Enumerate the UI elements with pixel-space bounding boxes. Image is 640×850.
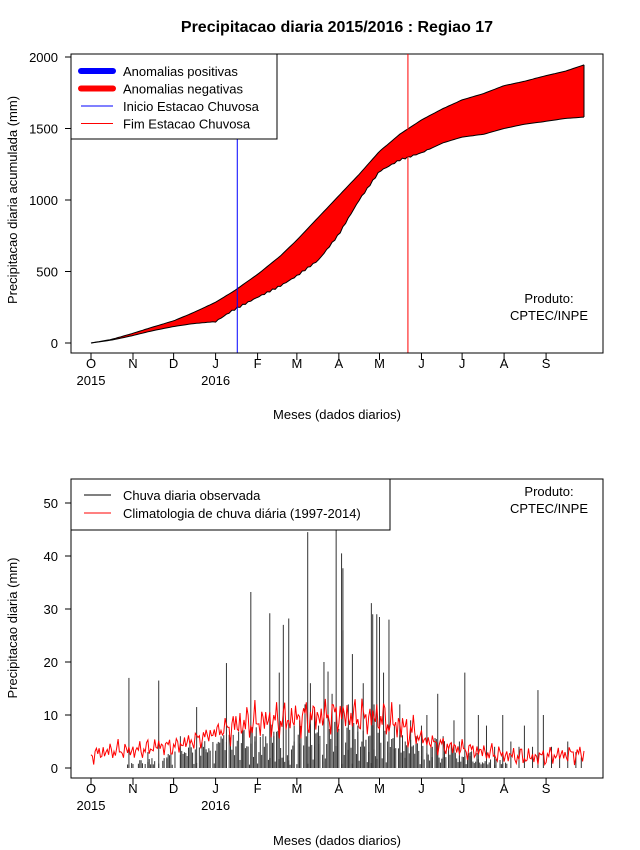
legend: Anomalias positivas Anomalias negativas … <box>70 53 278 140</box>
x-tick-label: J <box>459 356 466 371</box>
y-tick-label: 500 <box>36 265 58 280</box>
daily-precip-chart: 0 10 20 30 40 50 O N D J F M A M J J A S 2015 2016 Meses (… <box>5 478 604 848</box>
y-axis-label-2: Precipitacao diaria (mm) <box>5 558 20 699</box>
legend-box-2 <box>70 478 391 531</box>
year-label: 2016 <box>201 373 230 388</box>
anomaly-area <box>90 64 585 344</box>
x-tick-label: A <box>500 356 509 371</box>
legend-label-start: Inicio Estacao Chuvosa <box>123 99 260 114</box>
legend-label-positive: Anomalias positivas <box>123 64 238 79</box>
x-tick-label: N <box>128 781 137 796</box>
y-tick-label: 0 <box>51 336 58 351</box>
x-tick-label: A <box>335 781 344 796</box>
observed-bars <box>127 518 582 768</box>
annotation-produto: Produto: <box>524 291 573 306</box>
annotation-produto-2: Produto: <box>524 484 573 499</box>
year-label: 2016 <box>201 798 230 813</box>
legend-label-climatology: Climatologia de chuva diária (1997-2014) <box>123 506 361 521</box>
y-tick-label: 20 <box>44 655 58 670</box>
x-tick-label: S <box>542 781 551 796</box>
x-axis: O N D J F M A M J J A S 2015 2016 <box>77 352 551 388</box>
x-tick-label: O <box>86 781 96 796</box>
legend-label-end: Fim Estacao Chuvosa <box>123 117 251 132</box>
y-axis-label: Precipitacao diaria acumulada (mm) <box>5 96 20 304</box>
y-tick-label: 1500 <box>29 122 58 137</box>
cumulative-precip-chart: Precipitacao diaria 2015/2016 : Regiao 1… <box>5 19 604 422</box>
x-axis-2: O N D J F M A M J J A S 2015 2016 <box>77 777 551 813</box>
y-tick-label: 40 <box>44 549 58 564</box>
annotation-source-2: CPTEC/INPE <box>510 501 588 516</box>
x-tick-label: D <box>169 356 178 371</box>
annotation-source: CPTEC/INPE <box>510 308 588 323</box>
x-tick-label: J <box>212 356 219 371</box>
x-tick-label: D <box>169 781 178 796</box>
year-label: 2015 <box>77 373 106 388</box>
x-tick-label: J <box>459 781 466 796</box>
legend-label-negative: Anomalias negativas <box>123 82 243 97</box>
x-axis-label-2: Meses (dados diarios) <box>273 833 401 848</box>
y-tick-label: 2000 <box>29 50 58 65</box>
x-tick-label: J <box>212 781 219 796</box>
y-tick-label: 10 <box>44 708 58 723</box>
x-tick-label: J <box>418 781 425 796</box>
x-tick-label: N <box>128 356 137 371</box>
x-tick-label: M <box>291 781 302 796</box>
x-tick-label: M <box>374 356 385 371</box>
y-tick-label: 0 <box>51 761 58 776</box>
legend-label-observed: Chuva diaria observada <box>123 488 261 503</box>
x-tick-label: A <box>335 356 344 371</box>
climatology-cumulative-line <box>90 64 585 344</box>
y-axis: 0 500 1000 1500 2000 <box>29 50 72 351</box>
legend-2: Chuva diaria observada Climatologia de c… <box>70 478 391 531</box>
climatology-daily-line <box>90 698 585 767</box>
y-tick-label: 50 <box>44 496 58 511</box>
observed-cumulative-line <box>90 116 585 344</box>
x-tick-label: A <box>500 781 509 796</box>
x-tick-label: F <box>254 356 262 371</box>
x-tick-label: F <box>254 781 262 796</box>
climatology-line <box>90 698 585 767</box>
x-tick-label: M <box>291 356 302 371</box>
y-axis-2: 0 10 20 30 40 50 <box>44 496 72 776</box>
x-axis-label: Meses (dados diarios) <box>273 407 401 422</box>
x-tick-label: S <box>542 356 551 371</box>
chart-title: Precipitacao diaria 2015/2016 : Regiao 1… <box>181 19 493 36</box>
x-tick-label: M <box>374 781 385 796</box>
year-label: 2015 <box>77 798 106 813</box>
y-tick-label: 30 <box>44 602 58 617</box>
x-tick-label: J <box>418 356 425 371</box>
negative-anomaly-band <box>91 64 584 344</box>
x-tick-label: O <box>86 356 96 371</box>
y-tick-label: 1000 <box>29 193 58 208</box>
